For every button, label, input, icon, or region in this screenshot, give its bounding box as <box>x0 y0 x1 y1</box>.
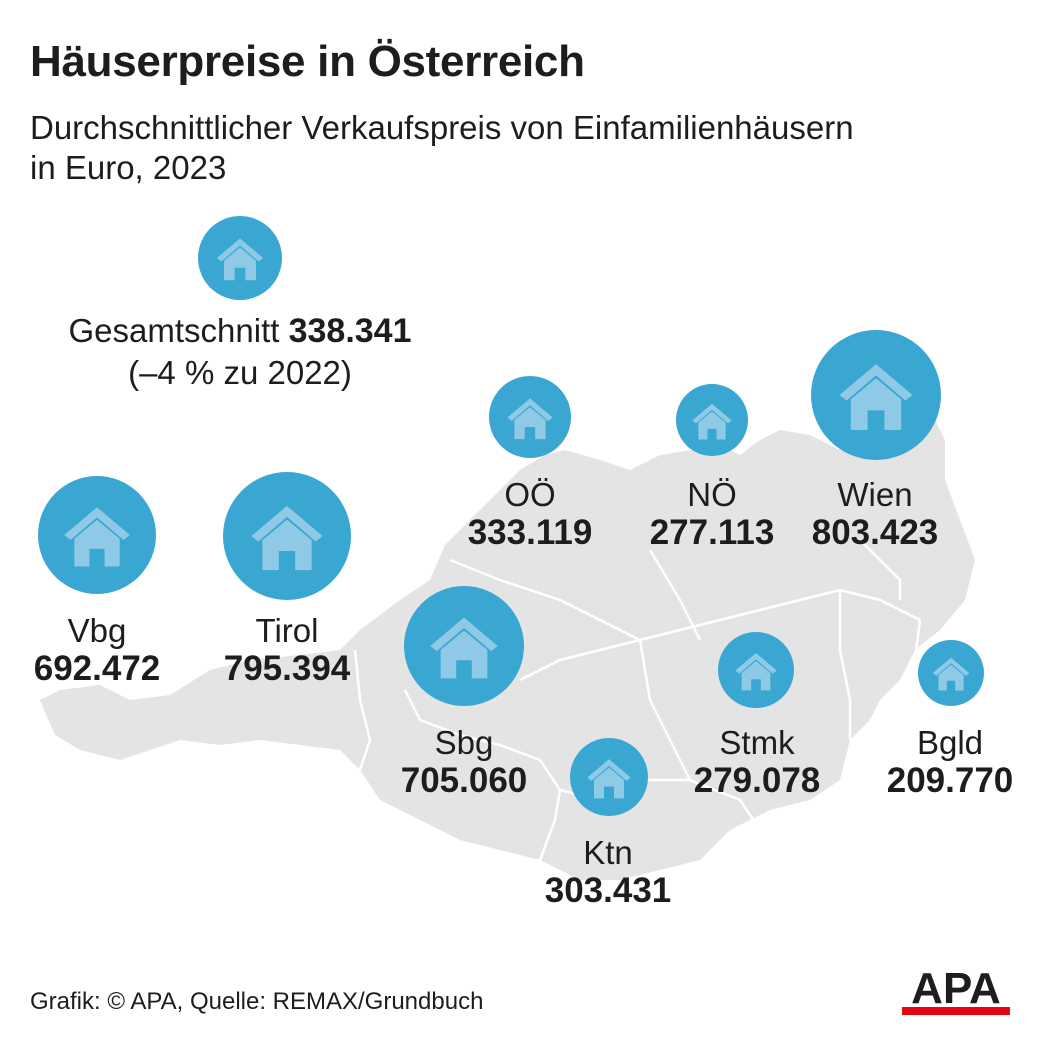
region-value-tirol: 795.394 <box>223 649 351 688</box>
house-icon <box>839 364 913 430</box>
house-icon <box>692 403 732 439</box>
apa-logo-bar <box>902 1007 1010 1015</box>
overall-value: 338.341 <box>288 312 412 350</box>
chart-title: Häuserpreise in Österreich <box>30 37 585 86</box>
region-bubble-bgld <box>918 640 984 706</box>
region-name-vbg: Vbg <box>67 612 127 649</box>
region-bubble-vbg <box>38 476 156 594</box>
region-value-sbg: 705.060 <box>400 761 528 800</box>
region-name-sbg: Sbg <box>434 724 494 761</box>
region-bubble-ktn <box>570 738 648 816</box>
apa-logo-text: APA <box>911 965 1001 1013</box>
region-bubble-noe <box>676 384 748 456</box>
region-bubble-stmk <box>718 632 794 708</box>
house-icon <box>507 397 553 439</box>
region-value-stmk: 279.078 <box>693 761 821 800</box>
region-value-noe: 277.113 <box>649 513 775 552</box>
region-label-bgld: Bgld 209.770 <box>850 724 1041 800</box>
region-name-noe: NÖ <box>687 476 737 513</box>
region-name-stmk: Stmk <box>719 724 795 761</box>
region-value-wien: 803.423 <box>811 513 939 552</box>
region-name-bgld: Bgld <box>916 724 984 761</box>
region-name-ktn: Ktn <box>583 834 633 871</box>
region-bubble-tirol <box>223 472 351 600</box>
region-bubble-wien <box>811 330 941 460</box>
subtitle-line-1: Durchschnittlicher Verkaufspreis von Ein… <box>30 109 854 146</box>
house-icon <box>587 758 631 798</box>
region-value-vbg: 692.472 <box>33 649 161 688</box>
house-icon <box>251 505 323 571</box>
region-label-ooe: OÖ 333.119 <box>430 476 630 552</box>
region-bubble-sbg <box>404 586 524 706</box>
apa-logo: APA <box>902 965 1010 1015</box>
region-value-ktn: 303.431 <box>544 871 672 910</box>
source-footer: Grafik: © APA, Quelle: REMAX/Grundbuch <box>30 988 484 1015</box>
region-name-ooe: OÖ <box>504 476 556 513</box>
region-label-tirol: Tirol 795.394 <box>187 612 387 688</box>
state-borders <box>353 539 922 861</box>
region-label-vbg: Vbg 692.472 <box>0 612 197 688</box>
region-bubble-ooe <box>489 376 571 458</box>
region-label-sbg: Sbg 705.060 <box>364 724 564 800</box>
region-name-tirol: Tirol <box>255 612 319 649</box>
overall-change: (–4 % zu 2022) <box>128 354 352 391</box>
region-value-ooe: 333.119 <box>467 513 593 552</box>
overall-average: Gesamtschnitt 338.341 (–4 % zu 2022) <box>20 310 460 394</box>
region-label-noe: NÖ 277.113 <box>612 476 812 552</box>
region-label-wien: Wien 803.423 <box>775 476 975 552</box>
overall-bubble <box>198 216 282 300</box>
house-icon <box>64 507 130 567</box>
region-value-bgld: 209.770 <box>886 761 1014 800</box>
chart-subtitle: Durchschnittlicher Verkaufspreis von Ein… <box>30 108 1020 188</box>
house-icon <box>216 238 264 281</box>
subtitle-line-2: in Euro, 2023 <box>30 149 227 186</box>
region-label-stmk: Stmk 279.078 <box>657 724 857 800</box>
house-icon <box>430 617 498 679</box>
house-icon <box>735 652 777 690</box>
region-label-ktn: Ktn 303.431 <box>508 834 708 910</box>
house-icon <box>932 657 970 691</box>
region-name-wien: Wien <box>837 476 913 513</box>
overall-label: Gesamtschnitt <box>68 312 280 349</box>
